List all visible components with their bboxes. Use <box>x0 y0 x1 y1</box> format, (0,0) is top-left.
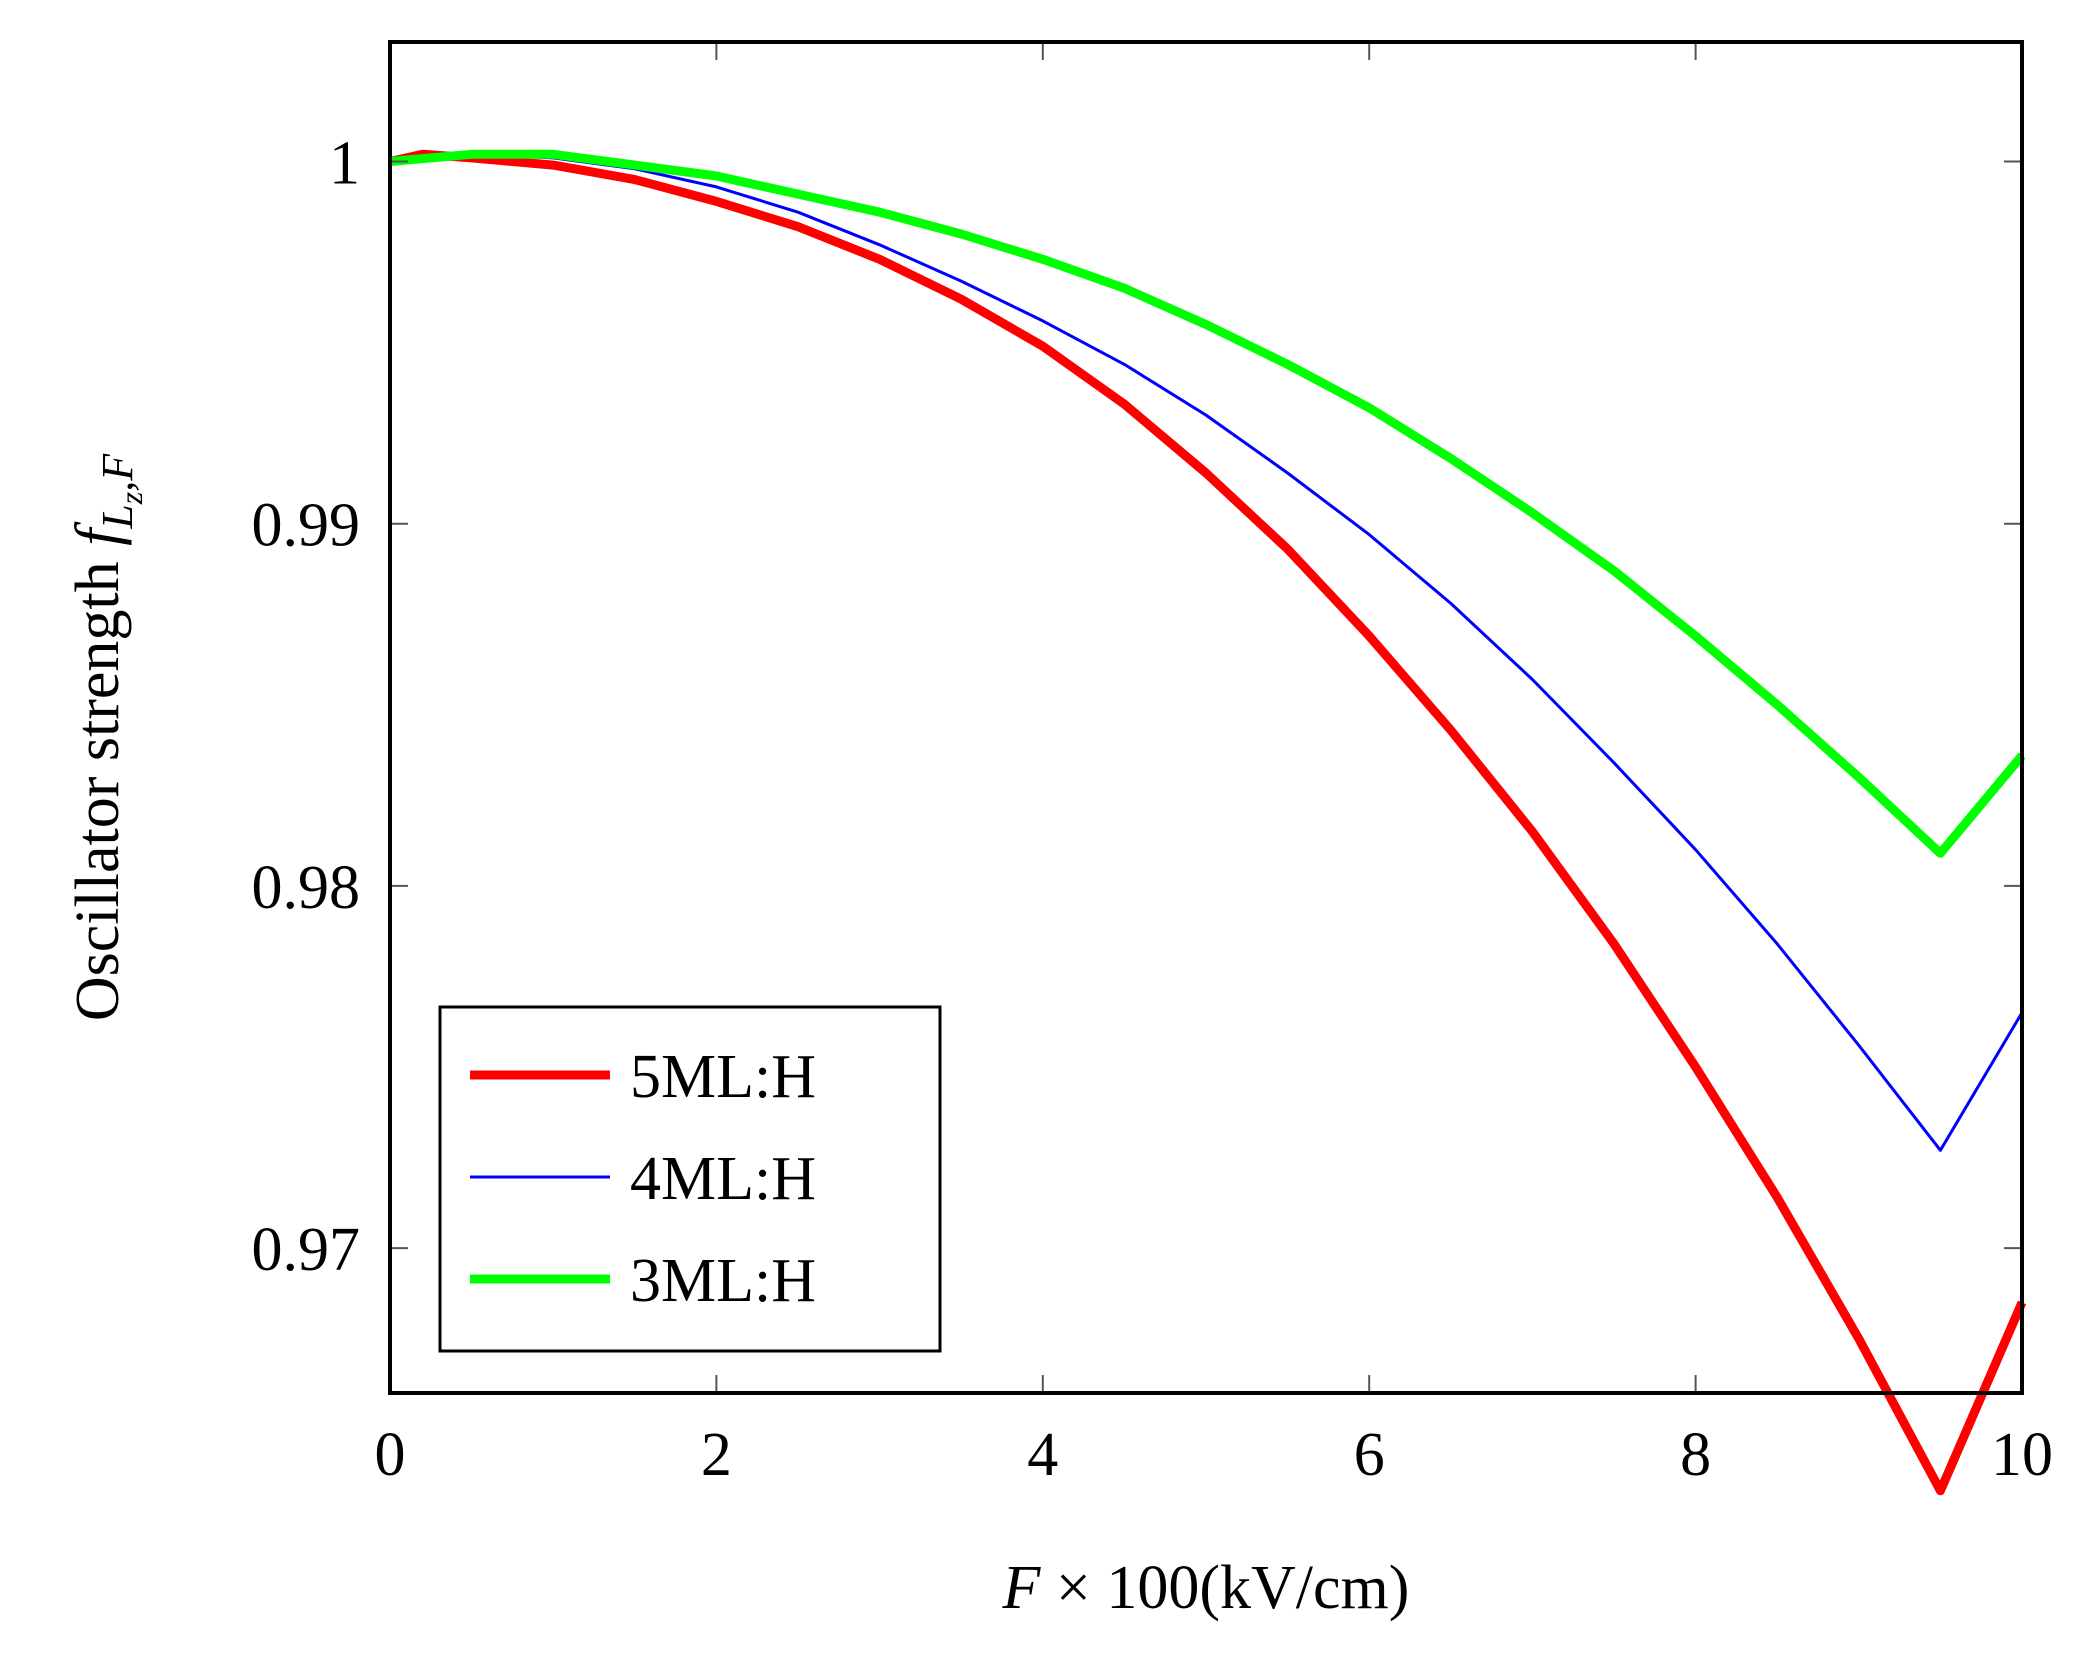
y-tick-label: 0.99 <box>252 492 361 560</box>
y-axis-title-sub-f: ,F <box>93 453 142 492</box>
x-axis-title-var: F <box>1002 1554 1042 1622</box>
x-tick-label: 2 <box>701 1421 732 1489</box>
y-axis-title: Oscillator strength fLz,F <box>64 453 149 1021</box>
y-tick-label: 1 <box>329 130 360 198</box>
series-layer <box>389 149 2027 1496</box>
x-axis-title-rest: × 100(kV/cm) <box>1040 1554 1409 1622</box>
series-line-5mlh <box>389 149 2027 1496</box>
legend: 5ML:H 4ML:H 3ML:H <box>438 1005 942 1353</box>
legend-label: 4ML:H <box>630 1145 816 1213</box>
x-tick-label: 0 <box>375 1421 406 1489</box>
x-tick-label: 10 <box>1991 1421 2053 1489</box>
tick-labels-layer: 0 2 4 6 8 10 0.97 0.98 0.99 1 <box>252 130 2054 1489</box>
series-line-4mlh <box>389 152 2024 1152</box>
x-tick-label: 8 <box>1680 1421 1711 1489</box>
y-axis-title-text: Oscillator strength <box>64 546 132 1021</box>
x-axis-title: F × 100(kV/cm) <box>1002 1554 1410 1622</box>
y-axis-title-sub-z: z <box>113 491 149 505</box>
plot-frame <box>388 40 2024 1395</box>
y-axis-title-sub-l: L <box>93 504 142 529</box>
x-tick-label: 6 <box>1354 1421 1385 1489</box>
legend-box <box>438 1005 942 1353</box>
x-tick-label: 4 <box>1027 1421 1058 1489</box>
legend-label: 5ML:H <box>630 1043 816 1111</box>
legend-label: 3ML:H <box>630 1247 816 1315</box>
y-tick-label: 0.97 <box>252 1216 361 1284</box>
legend-entries: 5ML:H 4ML:H 3ML:H <box>470 1043 816 1315</box>
series-line-3mlh <box>389 149 2026 858</box>
y-tick-label: 0.98 <box>252 854 361 922</box>
